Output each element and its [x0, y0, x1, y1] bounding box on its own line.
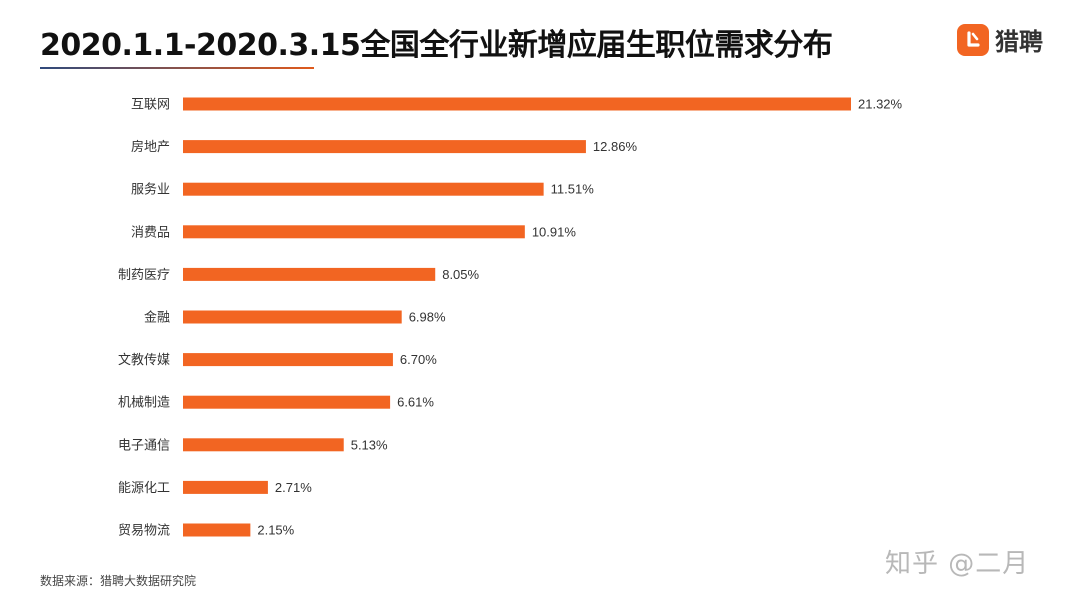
bar [183, 438, 344, 452]
category-label: 房地产 [131, 139, 170, 155]
bar [183, 523, 251, 537]
value-label: 5.13% [351, 437, 388, 452]
category-label: 金融 [144, 310, 170, 326]
category-label: 电子通信 [118, 438, 170, 453]
category-label: 服务业 [131, 182, 170, 198]
bar [183, 225, 525, 239]
value-label: 6.61% [397, 395, 434, 410]
liepin-logo-icon [957, 23, 989, 56]
bar [183, 480, 268, 494]
category-label: 能源化工 [118, 481, 170, 496]
title-underline [40, 67, 314, 69]
value-label: 8.05% [442, 267, 479, 282]
value-label: 2.71% [275, 480, 312, 495]
category-label: 机械制造 [118, 396, 170, 411]
page-title: 2020.1.1-2020.3.15全国全行业新增应届生职位需求分布 [40, 28, 833, 63]
bar [183, 140, 586, 154]
bar [183, 97, 851, 111]
watermark: 知乎 @二月 [885, 549, 1030, 579]
bar [183, 182, 544, 196]
value-label: 21.32% [858, 97, 903, 112]
value-label: 6.98% [409, 310, 446, 325]
data-source: 数据来源：猎聘大数据研究院 [40, 574, 197, 588]
category-label: 消费品 [131, 225, 170, 240]
bar [183, 353, 393, 367]
category-label: 文教传媒 [118, 352, 170, 368]
logo: 猎聘 [957, 22, 1043, 57]
value-label: 12.86% [593, 139, 638, 154]
value-label: 2.15% [257, 523, 294, 538]
category-label: 互联网 [131, 98, 170, 113]
category-label: 制药医疗 [118, 268, 170, 283]
value-label: 6.70% [400, 352, 437, 367]
value-label: 11.51% [551, 182, 595, 197]
value-label: 10.91% [532, 224, 577, 239]
category-label: 贸易物流 [118, 524, 170, 539]
bar [183, 267, 436, 281]
bar [183, 395, 391, 409]
bar-chart: 互联网 21.32% 房地产 12.86% 服务业 11.51% 消费品 10.91% 制药医疗… [118, 97, 903, 539]
bar [183, 310, 402, 324]
logo-text: 猎聘 [995, 28, 1043, 56]
